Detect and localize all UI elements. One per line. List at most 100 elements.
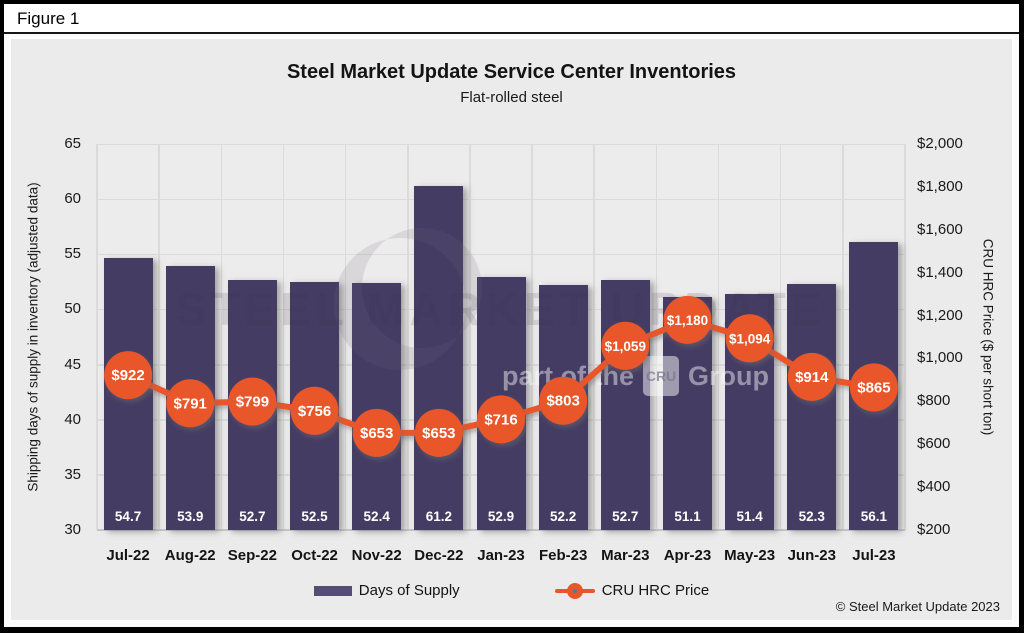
legend-label: CRU HRC Price	[601, 582, 710, 599]
price-line-layer: $922 $791 $799 $756 $653 $653 $716 $803 $1,059 $1…	[104, 295, 898, 457]
bar-value-label: 54.7	[114, 509, 142, 524]
x-axis-label: Jan-23	[477, 547, 525, 564]
bar-swatch-icon	[313, 585, 352, 596]
bar-value-label: 52.2	[550, 509, 577, 524]
y-axis-tick-right: $1,400	[917, 263, 963, 281]
figure-label: Figure 1	[4, 4, 1019, 34]
price-marker-label: $653	[360, 425, 393, 442]
y-axis-tick-right: $1,800	[917, 177, 963, 195]
grid-line-vertical	[220, 144, 223, 530]
price-marker	[290, 386, 339, 435]
chart-panel: Steel Market Update Service Center Inven…	[9, 37, 1014, 622]
price-marker-label: $914	[795, 369, 829, 386]
bar-value-label: 51.4	[736, 509, 763, 524]
y-axis-tick-right: $2,000	[917, 135, 963, 152]
price-marker	[787, 352, 836, 401]
y-axis-tick-left: 40	[64, 410, 81, 428]
price-marker	[104, 351, 153, 400]
y-axis-tick-right: $1,600	[917, 220, 963, 238]
y-axis-tick-right: $400	[917, 478, 951, 496]
price-marker	[228, 377, 277, 426]
legend-label: Days of Supply	[358, 582, 460, 599]
price-marker-label: $1,094	[729, 331, 771, 346]
page: Figure 1 Steel Market Update Service Cen…	[4, 4, 1019, 627]
bar-value-label: 52.3	[798, 509, 825, 524]
bar-value-label: 53.9	[177, 509, 204, 524]
y-axis-tick-right: $600	[917, 435, 951, 453]
bar: 52.4	[352, 282, 402, 530]
plot-area: STEEL MARKET UPDATE part of the CRU Grou…	[96, 143, 906, 531]
x-axis-label: Aug-22	[164, 547, 216, 564]
price-marker-label: $653	[422, 425, 455, 442]
grid-line-vertical	[282, 144, 285, 530]
y-axis-tick-left: 60	[64, 190, 81, 208]
price-marker	[414, 408, 463, 457]
line-marker-icon	[554, 582, 595, 599]
price-marker-label: $1,180	[667, 313, 708, 328]
x-axis-label: Sep-22	[227, 547, 277, 564]
grid-line-vertical	[531, 144, 533, 530]
grid-line-horizontal	[97, 198, 905, 201]
price-marker-label: $803	[546, 393, 579, 410]
grid-line-vertical	[96, 144, 98, 530]
y-axis-tick-right: $200	[917, 521, 951, 538]
grid-line-horizontal	[97, 253, 905, 256]
copyright: © Steel Market Update 2023	[835, 599, 1000, 614]
bar-value-label: 52.7	[612, 509, 639, 524]
legend: Days of Supply CRU HRC Price	[11, 582, 1012, 599]
price-marker-label: $716	[484, 411, 517, 428]
price-marker-label: $756	[298, 403, 331, 420]
y-axis-tick-left: 65	[64, 135, 81, 152]
grid-line-vertical	[904, 144, 906, 530]
price-marker	[352, 408, 401, 457]
price-marker-label: $791	[174, 395, 207, 412]
chart-title: Steel Market Update Service Center Inven…	[286, 61, 737, 83]
price-marker	[663, 295, 712, 344]
bar-value-label: 61.2	[425, 509, 452, 524]
grid-line-horizontal	[97, 143, 905, 145]
price-marker	[166, 379, 215, 428]
bar: 61.2	[414, 185, 464, 530]
grid-line-vertical	[469, 144, 471, 530]
price-marker	[539, 376, 588, 425]
price-marker	[477, 395, 525, 444]
legend-item-days-of-supply: Days of Supply	[313, 582, 460, 599]
x-axis-label: Dec-22	[414, 547, 464, 564]
y-axis-tick-left: 35	[64, 465, 81, 483]
x-axis-label: Feb-23	[538, 547, 588, 564]
y-axis-tick-right: $1,000	[917, 349, 963, 367]
bar-value-label: 56.1	[860, 509, 888, 524]
bar: 52.7	[600, 279, 650, 530]
x-axis-label: Jun-23	[787, 547, 836, 564]
price-marker-label: $865	[857, 379, 890, 396]
x-axis-label: Nov-22	[351, 547, 402, 564]
x-axis-line	[97, 529, 905, 531]
grid-line-vertical	[344, 144, 347, 530]
grid-line-vertical	[655, 144, 658, 530]
bar-value-label: 52.4	[363, 509, 390, 524]
price-marker-label: $799	[236, 394, 269, 411]
bar-value-label: 52.7	[239, 509, 266, 524]
y-axis-tick-right: $1,200	[917, 306, 963, 324]
bar: 52.3	[787, 284, 837, 530]
price-marker-label: $922	[111, 367, 144, 384]
grid-line-vertical	[158, 144, 160, 530]
y-axis-tick-right: $800	[917, 392, 951, 410]
y-axis-tick-left: 30	[64, 521, 81, 538]
y-axis-tick-left: 50	[64, 300, 81, 318]
bar-value-label: 51.1	[674, 509, 701, 524]
grid-line-vertical	[407, 144, 409, 530]
bar-value-label: 52.9	[487, 509, 515, 524]
y-axis-tick-left: 55	[64, 245, 81, 263]
price-marker-label: $1,059	[605, 339, 646, 354]
x-axis-label: Mar-23	[601, 547, 650, 564]
x-axis-label: Jul-23	[852, 547, 896, 564]
price-marker	[601, 321, 650, 370]
grid-line-vertical	[717, 144, 720, 530]
price-marker	[849, 363, 898, 412]
chart-subtitle: Flat-rolled steel	[460, 89, 563, 106]
left-axis-title: Shipping days of supply in inventory (ad…	[25, 182, 41, 492]
grid-line-vertical	[779, 144, 782, 530]
price-marker	[725, 314, 774, 363]
grid-line-vertical	[842, 144, 844, 530]
